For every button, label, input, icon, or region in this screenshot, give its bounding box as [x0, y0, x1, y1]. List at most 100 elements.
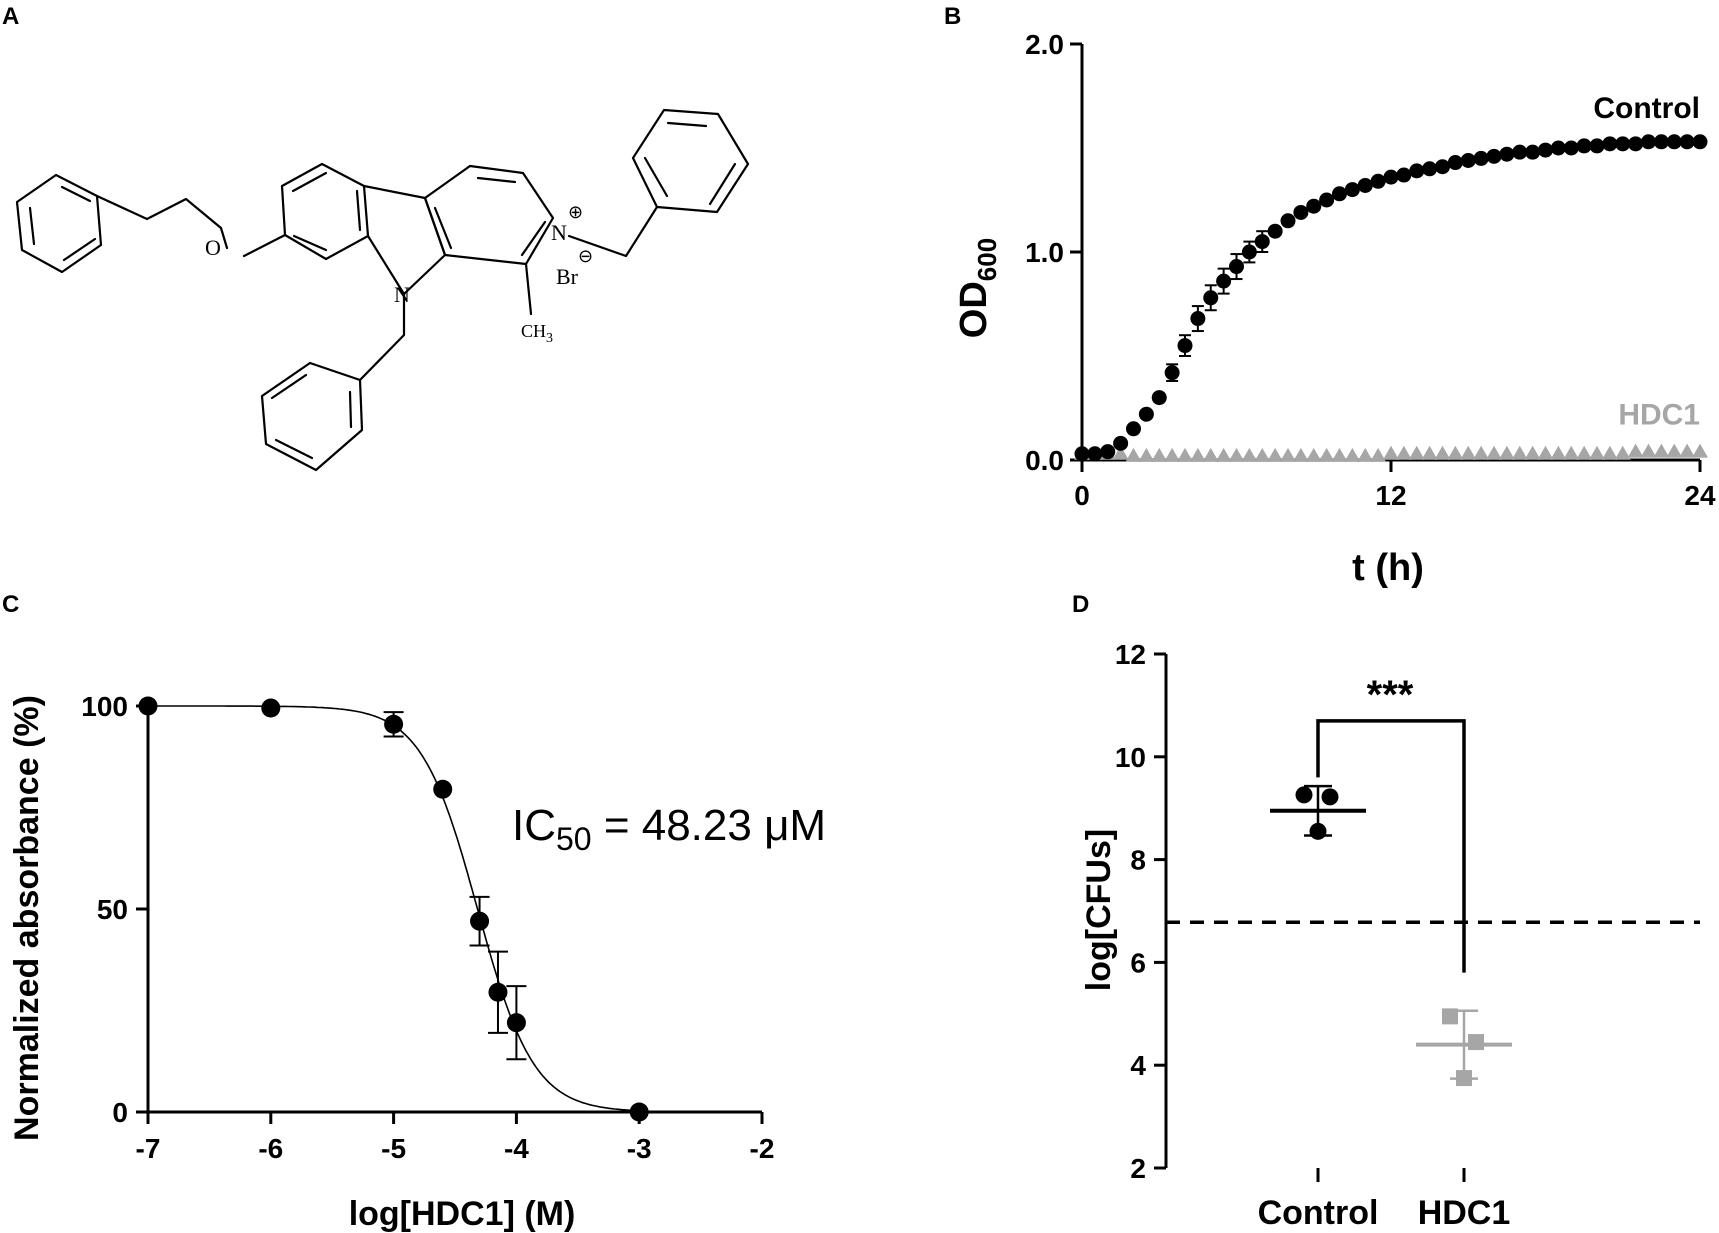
chart-b-point-control	[1383, 169, 1399, 185]
panel-a: A	[2, 3, 750, 472]
chart-b-point-control	[1641, 134, 1656, 150]
chart-c-y-tick-label: 0	[112, 1097, 128, 1128]
chart-b-point-hdc1	[1601, 445, 1618, 460]
chart-b-point-control	[1344, 182, 1360, 198]
chart-d-y-tick-label: 8	[1130, 845, 1146, 876]
chart-d-y-tick-label: 2	[1130, 1153, 1146, 1184]
chart-c-y-axis-title: Normalized absorbance (%)	[8, 695, 46, 1141]
chart-b-y-axis-title: OD600	[953, 238, 1002, 338]
methyl-bond	[524, 262, 533, 316]
chart-b-point-control	[1216, 273, 1232, 289]
chart-b-point-control	[1409, 163, 1425, 179]
chart-c-ic50-annotation: IC50 = 48.23 μM	[512, 801, 826, 857]
chart-b-point-control	[1357, 177, 1373, 193]
atom-pyridinium-nitrogen: N	[551, 220, 567, 245]
chart-b-point-hdc1	[1524, 445, 1541, 460]
panel-label-a: A	[2, 3, 19, 30]
chart-b-point-hdc1	[1563, 445, 1580, 460]
chart-b-point-control	[1370, 173, 1386, 189]
atom-oxygen: O	[205, 235, 221, 260]
chart-b-point-hdc1	[1408, 445, 1425, 460]
chart-b-point-hdc1	[1202, 447, 1219, 462]
chart-b-point-control	[1486, 148, 1502, 164]
panel-label-d: D	[1072, 591, 1089, 618]
chart-b-x-tick-label: 12	[1375, 480, 1406, 511]
chart-c-x-axis-title: log[HDC1] (M)	[349, 1195, 576, 1233]
chart-b-point-control	[1126, 421, 1141, 437]
chart-c-x-tick-label: -6	[258, 1133, 283, 1164]
chart-b-point-control	[1550, 140, 1566, 156]
chart-d-category-label: Control	[1258, 1194, 1379, 1232]
negative-charge-symbol: ⊖	[578, 246, 593, 266]
chart-b-point-hdc1	[1357, 447, 1374, 462]
chart-b-point-hdc1	[1318, 447, 1335, 462]
chart-d-axes: 2 4 6 8 10 12 Control HDC1	[1115, 639, 1510, 1232]
chart-d-point-hdc1	[1456, 1070, 1472, 1087]
chart-b-point-hdc1	[1125, 447, 1142, 462]
chart-b-point-control	[1422, 161, 1438, 177]
chart-b-point-control	[1473, 150, 1489, 166]
chart-b-point-control	[1602, 136, 1618, 152]
chart-b-y-tick-label: 1.0	[1025, 237, 1064, 268]
chart-b-point-hdc1	[1550, 445, 1567, 460]
chart-b-point-control	[1460, 152, 1476, 168]
chart-c-x-tick-label: -3	[627, 1133, 652, 1164]
chart-b-y-tick-label: 2.0	[1025, 29, 1064, 60]
chart-b-point-control	[1589, 138, 1605, 154]
pyrrole-ring	[362, 184, 447, 296]
atom-methyl: CH3	[521, 321, 553, 346]
chart-b-point-hdc1	[1344, 447, 1361, 462]
chart-b-point-control	[1113, 435, 1129, 451]
chart-b-point-hdc1	[1138, 447, 1155, 462]
chart-b-point-hdc1	[1215, 447, 1232, 462]
panel-label-b: B	[944, 3, 961, 30]
chart-b-point-control	[1332, 186, 1347, 202]
pyridinium-ring	[423, 164, 555, 266]
chart-b-series-label-control: Control	[1593, 92, 1700, 125]
chart-b-point-control	[1628, 136, 1644, 152]
chart-b-point-hdc1	[1447, 445, 1464, 460]
chart-b-point-control	[1666, 134, 1682, 150]
panel-b: B 0.0 1.0 2.0 0 12 24 Control HDC1 OD600 t (h)	[944, 3, 1716, 589]
chart-b-point-hdc1	[1164, 447, 1181, 462]
chart-b-point-control	[1087, 446, 1103, 462]
chart-d-point-control	[1321, 788, 1339, 806]
chart-b-x-axis-title: t (h)	[1352, 547, 1424, 589]
chart-b-point-hdc1	[1589, 445, 1605, 460]
chart-b-point-control	[1538, 142, 1553, 158]
chart-b-point-hdc1	[1370, 447, 1387, 462]
chart-d-y-axis-title: log[CFUs]	[1080, 829, 1118, 991]
chart-d-y-tick-label: 12	[1115, 639, 1146, 670]
chart-c-point	[384, 714, 404, 734]
chart-c-x-tick-label: -2	[750, 1133, 775, 1164]
chart-c-x-tick-label: -5	[381, 1133, 406, 1164]
chart-c-y-tick-label: 100	[81, 691, 128, 722]
chart-b-point-control	[1653, 134, 1669, 150]
chart-b-point-control	[1512, 144, 1528, 160]
chart-b-point-hdc1	[1241, 447, 1258, 462]
chart-c-point	[433, 779, 453, 799]
n-benzyl-linker-right	[567, 205, 659, 258]
chart-c-point	[506, 1013, 526, 1033]
chart-b-point-control	[1203, 290, 1219, 306]
chart-d-significance-bracket	[1316, 719, 1466, 973]
chart-d-point-hdc1	[1468, 1034, 1484, 1051]
chart-b-point-hdc1	[1434, 445, 1451, 460]
chart-b-point-hdc1	[1292, 447, 1309, 462]
chart-b-point-control	[1074, 446, 1090, 462]
chart-b-point-control	[1525, 144, 1541, 160]
chart-b-point-control	[1138, 406, 1154, 422]
chart-b-x-tick-label: 0	[1074, 480, 1090, 511]
chemical-structure-drawing	[15, 108, 750, 472]
panel-c: C 0 50 100 -7 -6 -5 -4 -3 -2 Normalized absorban…	[2, 591, 826, 1233]
chart-b-point-control	[1267, 223, 1283, 239]
panel-label-c: C	[2, 591, 19, 618]
chart-b-point-hdc1	[1666, 443, 1683, 458]
chart-b-point-hdc1	[1576, 445, 1593, 460]
chart-b-point-control	[1293, 204, 1309, 220]
chart-b-point-hdc1	[1614, 445, 1631, 460]
chart-d-y-tick-label: 10	[1115, 742, 1146, 773]
chart-b-point-control	[1563, 140, 1579, 156]
chart-b-point-control	[1254, 234, 1270, 250]
